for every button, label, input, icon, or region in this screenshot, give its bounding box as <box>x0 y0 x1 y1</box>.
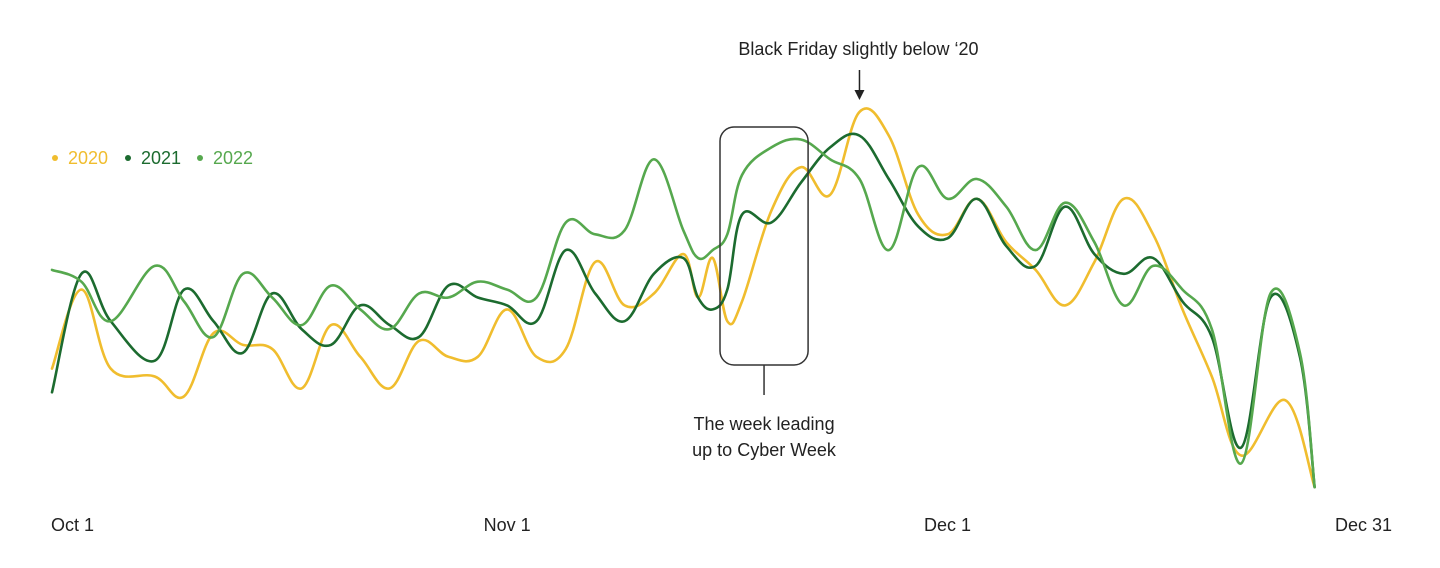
legend: 2020 2021 2022 <box>52 148 253 168</box>
cyber-week-annotation-line2: up to Cyber Week <box>692 440 837 460</box>
x-tick-label: Oct 1 <box>51 515 94 535</box>
legend-marker-2021 <box>125 155 131 161</box>
annotations: Black Friday slightly below ‘20 The week… <box>692 39 978 460</box>
legend-marker-2022 <box>197 155 203 161</box>
x-tick-label: Dec 1 <box>924 515 971 535</box>
black-friday-arrow-head <box>854 90 865 100</box>
legend-marker-2020 <box>52 155 58 161</box>
series-line-2021 <box>50 132 1316 489</box>
series-line-2020 <box>50 107 1316 489</box>
x-tick-label: Dec 31 <box>1335 515 1392 535</box>
x-axis-ticks: Oct 1 Nov 1 Dec 1 Dec 31 <box>51 515 1392 535</box>
legend-label-2022: 2022 <box>213 148 253 168</box>
series-lines <box>50 107 1316 489</box>
series-line-2022 <box>50 137 1316 489</box>
cyber-week-annotation-line1: The week leading <box>693 414 834 434</box>
legend-label-2021: 2021 <box>141 148 181 168</box>
x-tick-label: Nov 1 <box>484 515 531 535</box>
black-friday-annotation: Black Friday slightly below ‘20 <box>738 39 978 59</box>
legend-label-2020: 2020 <box>68 148 108 168</box>
